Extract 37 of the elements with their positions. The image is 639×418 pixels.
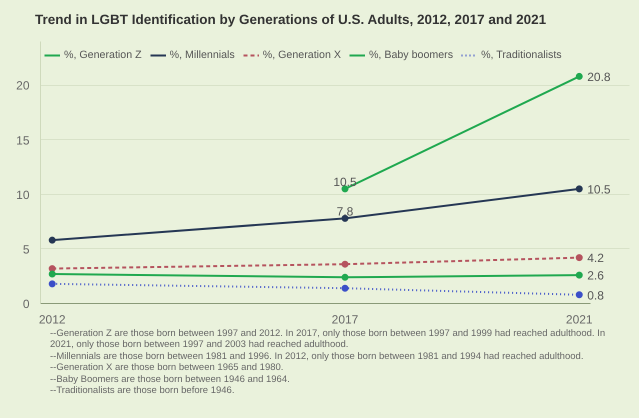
legend-label: %, Millennials [170,49,235,61]
legend-label: %, Baby boomers [368,49,454,61]
x-tick-label: 2021 [566,312,593,326]
x-tick-label: 2017 [332,312,359,326]
point [342,284,349,292]
data-label: 2.6 [587,268,604,283]
y-tick-label: 0 [22,297,30,311]
point [576,254,583,262]
y-tick-label: 10 [16,188,30,202]
legend-label: %, Generation X [262,49,341,61]
legend-label: %, Generation Z [64,49,142,61]
data-label: 10.5 [587,182,611,196]
point [48,280,56,288]
text: --Traditionalists are those born before 1946. [50,384,234,396]
data-label: 4.2 [587,251,604,266]
chart-title: Trend in LGBT Identification by Generations of U.S. Adults, 2012, 2017 and 2021 [35,11,546,29]
y-tick-label: 5 [22,242,30,256]
x-tick-label: 2012 [38,312,66,326]
text: --Millennials are those born between 1981 and 1996. In 2012, only those born between 1981 and 1994 had reached adulthood. [50,350,584,362]
data-label: 20.8 [587,70,611,84]
data-label: 10.5 [333,174,358,189]
point [342,260,349,268]
point [576,185,583,192]
point [576,291,583,298]
point [48,236,56,244]
y-tick-label: 20 [16,78,30,93]
text: --Generation X are those born between 1965 and 1980. [50,362,284,374]
y-tick-label: 15 [16,133,30,148]
data-label: 0.8 [587,288,604,302]
data-label: 7.8 [336,204,354,218]
point [342,274,349,281]
point [48,270,56,278]
point [576,72,583,80]
point [576,272,583,279]
text: --Generation Z are those born between 1997 and 2012. In 2017, only those born between 1997 and 1999 had reached adulthood. In 2021, only those born between 1997 and 2003 had reached adulthood. [50,328,606,350]
legend-label: %, Traditionalists [481,49,562,61]
text: --Baby Boomers are those born between 1946 and 1964. [50,374,290,385]
